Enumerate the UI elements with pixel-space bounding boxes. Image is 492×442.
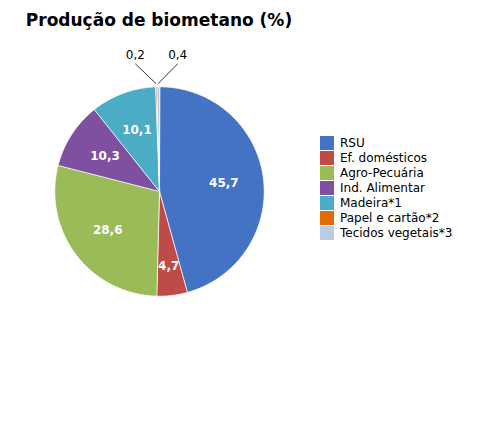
html-text:Madeira*1: Madeira*1 [340,195,402,210]
html-text:Agro-Pecuária: Agro-Pecuária [340,165,424,180]
svg-text:28,6: 28,6 [93,223,123,237]
html-text:Ef. domésticos: Ef. domésticos [340,150,428,165]
html-text:Ind. Alimentar: Ind. Alimentar [340,180,425,195]
html-text:Tecidos vegetais*3: Tecidos vegetais*3 [340,225,453,240]
svg-text:0,2: 0,2 [126,48,145,62]
html-text:RSU: RSU [340,135,365,150]
html-text:Produção de biometano (%): Produção de biometano (%) [25,10,293,30]
svg-text:4,7: 4,7 [158,259,179,273]
svg-text:45,7: 45,7 [209,176,239,190]
svg-text:10,3: 10,3 [90,149,120,163]
svg-text:0,4: 0,4 [168,48,187,62]
svg-text:10,1: 10,1 [122,123,152,137]
html-text:Papel e cartão*2: Papel e cartão*2 [340,210,440,225]
